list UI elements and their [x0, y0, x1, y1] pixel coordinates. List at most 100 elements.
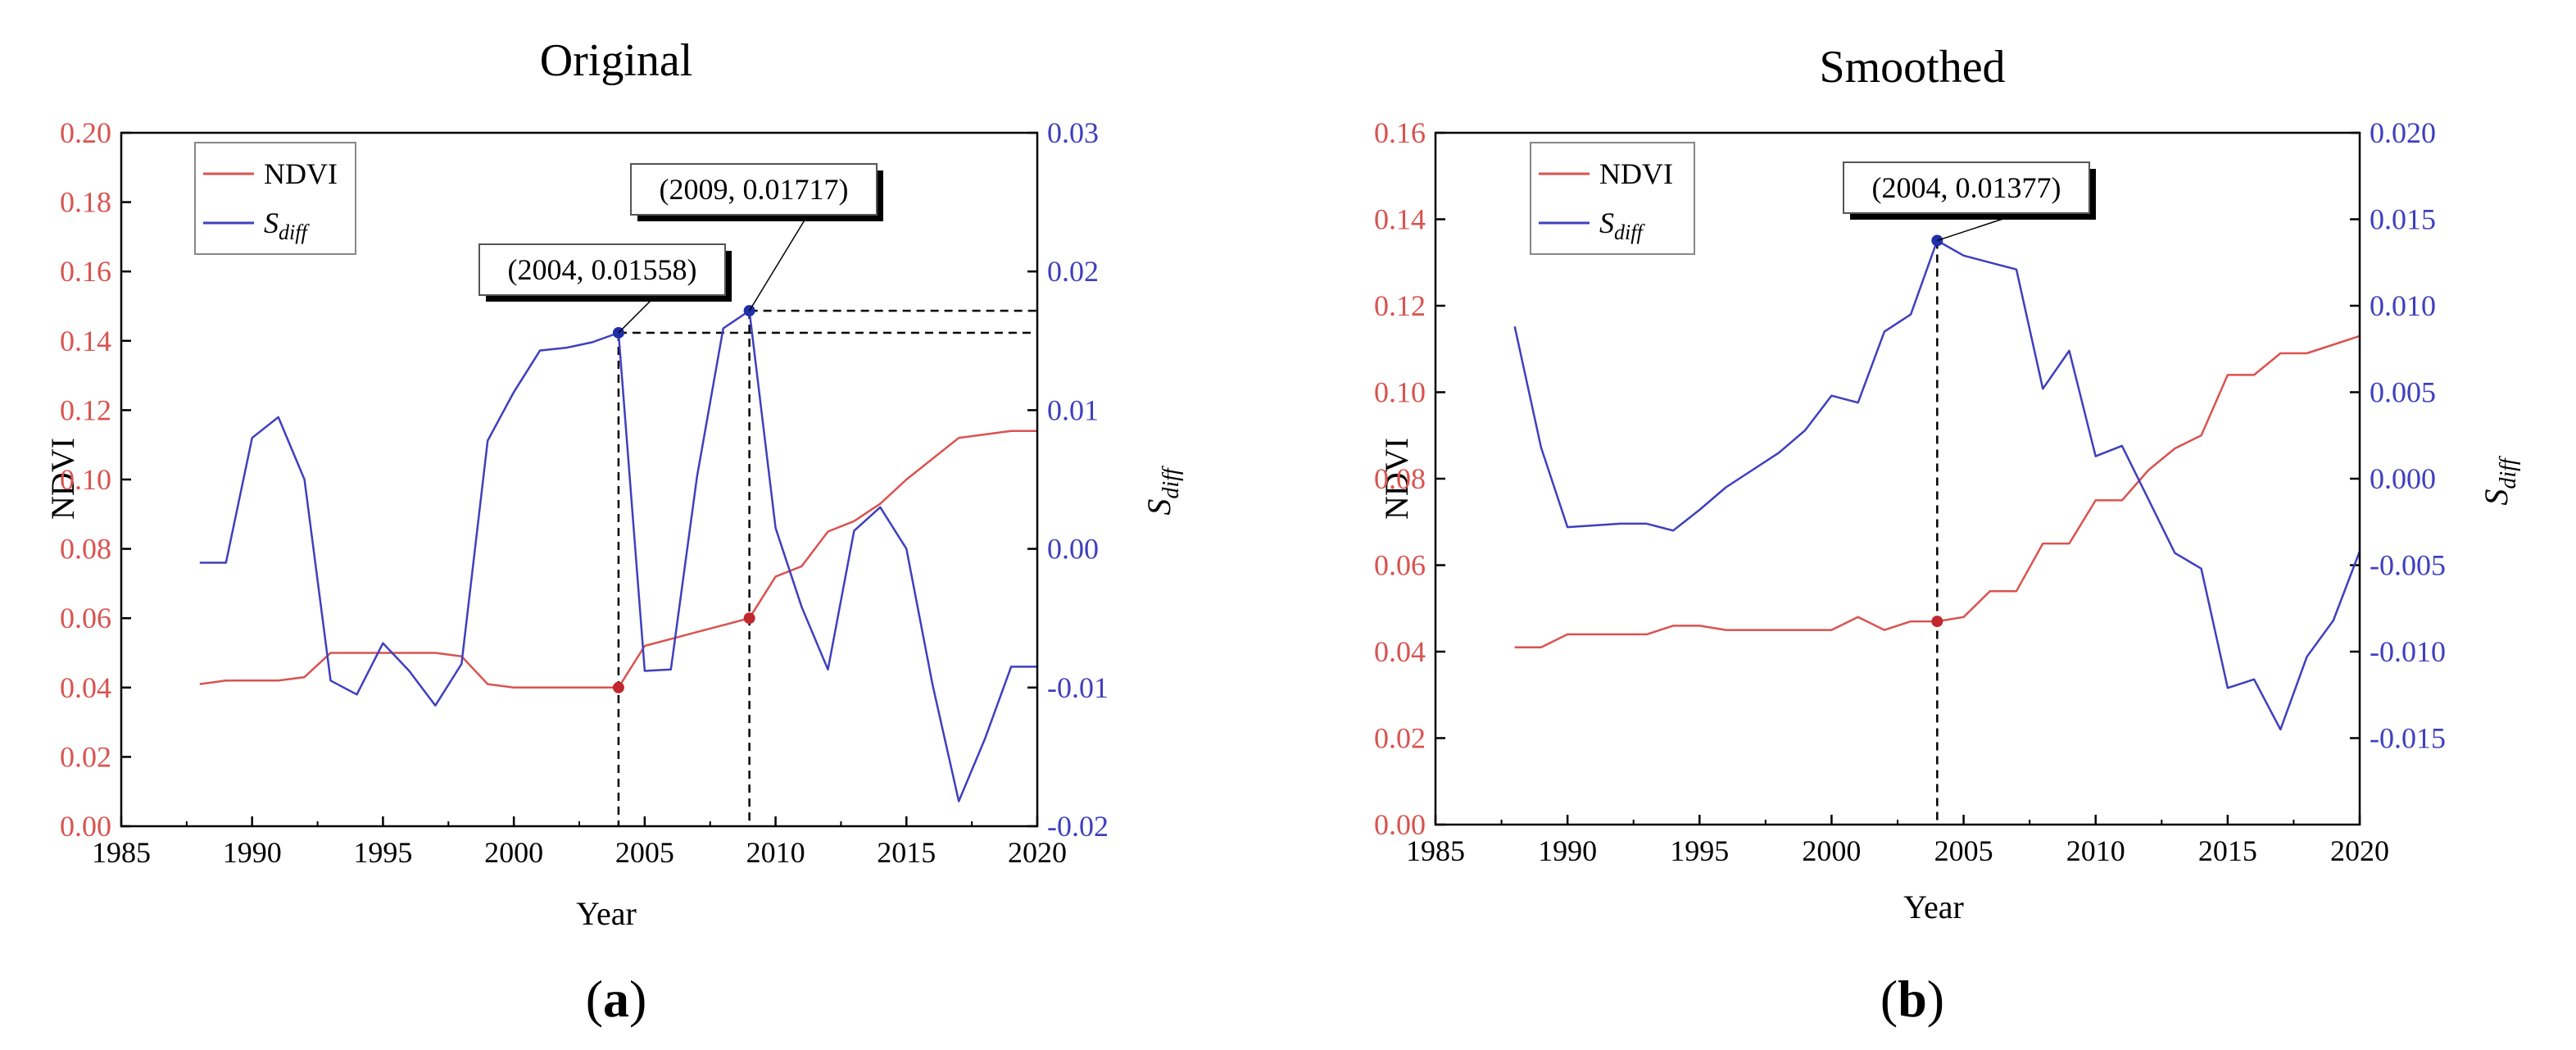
annotations: (2004, 0.01377) [1843, 161, 2096, 242]
annotation-label: (2004, 0.01558) [508, 253, 697, 286]
legend: NDVI Sdiff [194, 142, 356, 255]
x-tick-label: 2010 [746, 836, 805, 869]
y-tick-label: 0.16 [60, 255, 111, 288]
legend-label-sdiff: Sdiff [264, 207, 310, 244]
x-axis-title: Year [576, 895, 637, 932]
y2-axis-title-sub: diff [2496, 456, 2521, 489]
y2-tick-label: 0.03 [1047, 116, 1099, 149]
x-tick-label: 1990 [223, 836, 282, 869]
y-tick-label: 0.00 [1374, 808, 1426, 841]
y-tick-label: 0.08 [60, 533, 111, 566]
annotation-label: (2009, 0.01717) [660, 173, 849, 206]
panel-label-letter: b [1898, 970, 1927, 1028]
y-tick-label: 0.18 [60, 186, 111, 219]
legend-sdiff-sub: diff [279, 220, 310, 244]
x-tick-label: 1995 [1670, 834, 1729, 867]
y-axis-title: NDVI [44, 438, 81, 520]
x-tick-label: 2005 [1934, 834, 1993, 867]
y-tick-label: 0.10 [60, 463, 111, 496]
y-axis-ticks: 0.00 0.02 0.04 0.06 0.08 0.10 0.12 0.14 0.16 0.18… [60, 116, 131, 843]
chart-title: Original [540, 35, 693, 86]
y2-tick-label: 0.005 [2370, 376, 2436, 409]
x-axis-ticks: 1985 1990 1995 2000 2005 2010 2015 2020 [92, 816, 1067, 869]
y2-axis-ticks: -0.015 -0.010 -0.005 0.000 0.005 0.010 0.015 0.… [2350, 116, 2446, 755]
y2-tick-label: 0.01 [1047, 393, 1099, 426]
x-tick-label: 1985 [92, 836, 151, 869]
y2-axis-title-main: S [2478, 489, 2515, 506]
x-tick-label: 2020 [1008, 836, 1067, 869]
y-tick-label: 0.14 [1374, 203, 1426, 236]
y-tick-label: 0.06 [60, 602, 111, 634]
y2-tick-label: -0.005 [2370, 549, 2446, 582]
y2-axis-title: Sdiff [2478, 456, 2521, 506]
x-axis-title: Year [1903, 889, 1964, 925]
legend-sdiff-main: S [1599, 207, 1614, 239]
y-tick-label: 0.10 [1374, 376, 1426, 409]
x-axis-ticks: 1985 1990 1995 2000 2005 2010 2015 2020 [1406, 815, 2389, 867]
legend-box [1530, 142, 1695, 255]
y-tick-label: 0.00 [60, 810, 111, 843]
y-tick-label: 0.02 [60, 740, 111, 773]
x-tick-label: 2000 [484, 836, 543, 869]
x-tick-label: 1990 [1538, 834, 1597, 867]
legend-sdiff-sub: diff [1614, 220, 1645, 244]
panel-b: Smoothed (b) Year NDVI Sdiff 1985 1990 199… [1374, 42, 2521, 1028]
annotation-box [630, 163, 878, 216]
y-tick-label: 0.16 [1374, 116, 1426, 149]
plot-frame [120, 131, 1039, 828]
x-tick-label: 2000 [1802, 834, 1861, 867]
y2-axis-title: Sdiff [1141, 466, 1184, 516]
y2-tick-label: -0.010 [2370, 635, 2446, 668]
annotation-label: (2004, 0.01377) [1872, 171, 2061, 204]
y2-tick-label: -0.015 [2370, 722, 2446, 755]
plot-frame [1434, 131, 2361, 826]
y-tick-label: 0.06 [1374, 549, 1426, 582]
y2-tick-label: 0.02 [1047, 255, 1099, 288]
legend-sdiff-main: S [264, 207, 279, 239]
x-tick-label: 1995 [353, 836, 412, 869]
panel-label: (b) [1880, 970, 1944, 1028]
y-tick-label: 0.12 [60, 393, 111, 426]
y-tick-label: 0.20 [60, 116, 111, 149]
y-tick-label: 0.14 [60, 325, 111, 357]
y2-tick-label: -0.01 [1047, 671, 1109, 704]
legend-box [194, 142, 356, 255]
annotations: (2004, 0.01558) (2009, 0.01717) [478, 163, 883, 334]
y2-tick-label: 0.010 [2370, 289, 2436, 322]
y2-tick-label: 0.00 [1047, 533, 1099, 566]
y-tick-label: 0.04 [1374, 635, 1426, 668]
x-tick-label: 2020 [2330, 834, 2389, 867]
y2-tick-label: 0.000 [2370, 462, 2436, 495]
x-tick-label: 2005 [615, 836, 674, 869]
legend-label-sdiff: Sdiff [1599, 207, 1645, 244]
y-axis-title: NDVI [1378, 438, 1415, 520]
y2-axis-title-sub: diff [1159, 466, 1184, 499]
chart-title: Smoothed [1819, 42, 2005, 93]
ndvi-point-marker [1931, 616, 1943, 628]
legend-label-ndvi: NDVI [1599, 157, 1673, 190]
annotation-leader [748, 214, 809, 311]
y2-tick-label: -0.02 [1047, 810, 1109, 843]
y-tick-label: 0.04 [60, 671, 111, 704]
y2-tick-label: 0.020 [2370, 116, 2436, 149]
guide-lines [617, 309, 1037, 826]
y-tick-label: 0.12 [1374, 289, 1426, 322]
y-tick-label: 0.08 [1374, 462, 1426, 495]
annotation-box [478, 243, 726, 296]
y2-tick-label: 0.015 [2370, 203, 2436, 236]
x-tick-label: 2015 [2198, 834, 2257, 867]
y2-axis-title-main: S [1141, 499, 1177, 516]
x-tick-label: 2010 [2066, 834, 2125, 867]
legend: NDVI Sdiff [1530, 142, 1695, 255]
x-tick-label: 2015 [877, 836, 936, 869]
panel-label: (a) [586, 970, 647, 1028]
panel-label-letter: a [603, 970, 629, 1028]
y-axis-ticks: 0.00 0.02 0.04 0.06 0.08 0.10 0.12 0.14 0.16 [1374, 116, 1445, 841]
annotation-box [1843, 161, 2090, 214]
panel-a: Original (a) Year NDVI Sdiff 1985 1990 199… [44, 35, 1184, 1028]
ndvi-point-marker [743, 612, 755, 625]
y-tick-label: 0.02 [1374, 722, 1426, 755]
legend-label-ndvi: NDVI [264, 157, 338, 190]
